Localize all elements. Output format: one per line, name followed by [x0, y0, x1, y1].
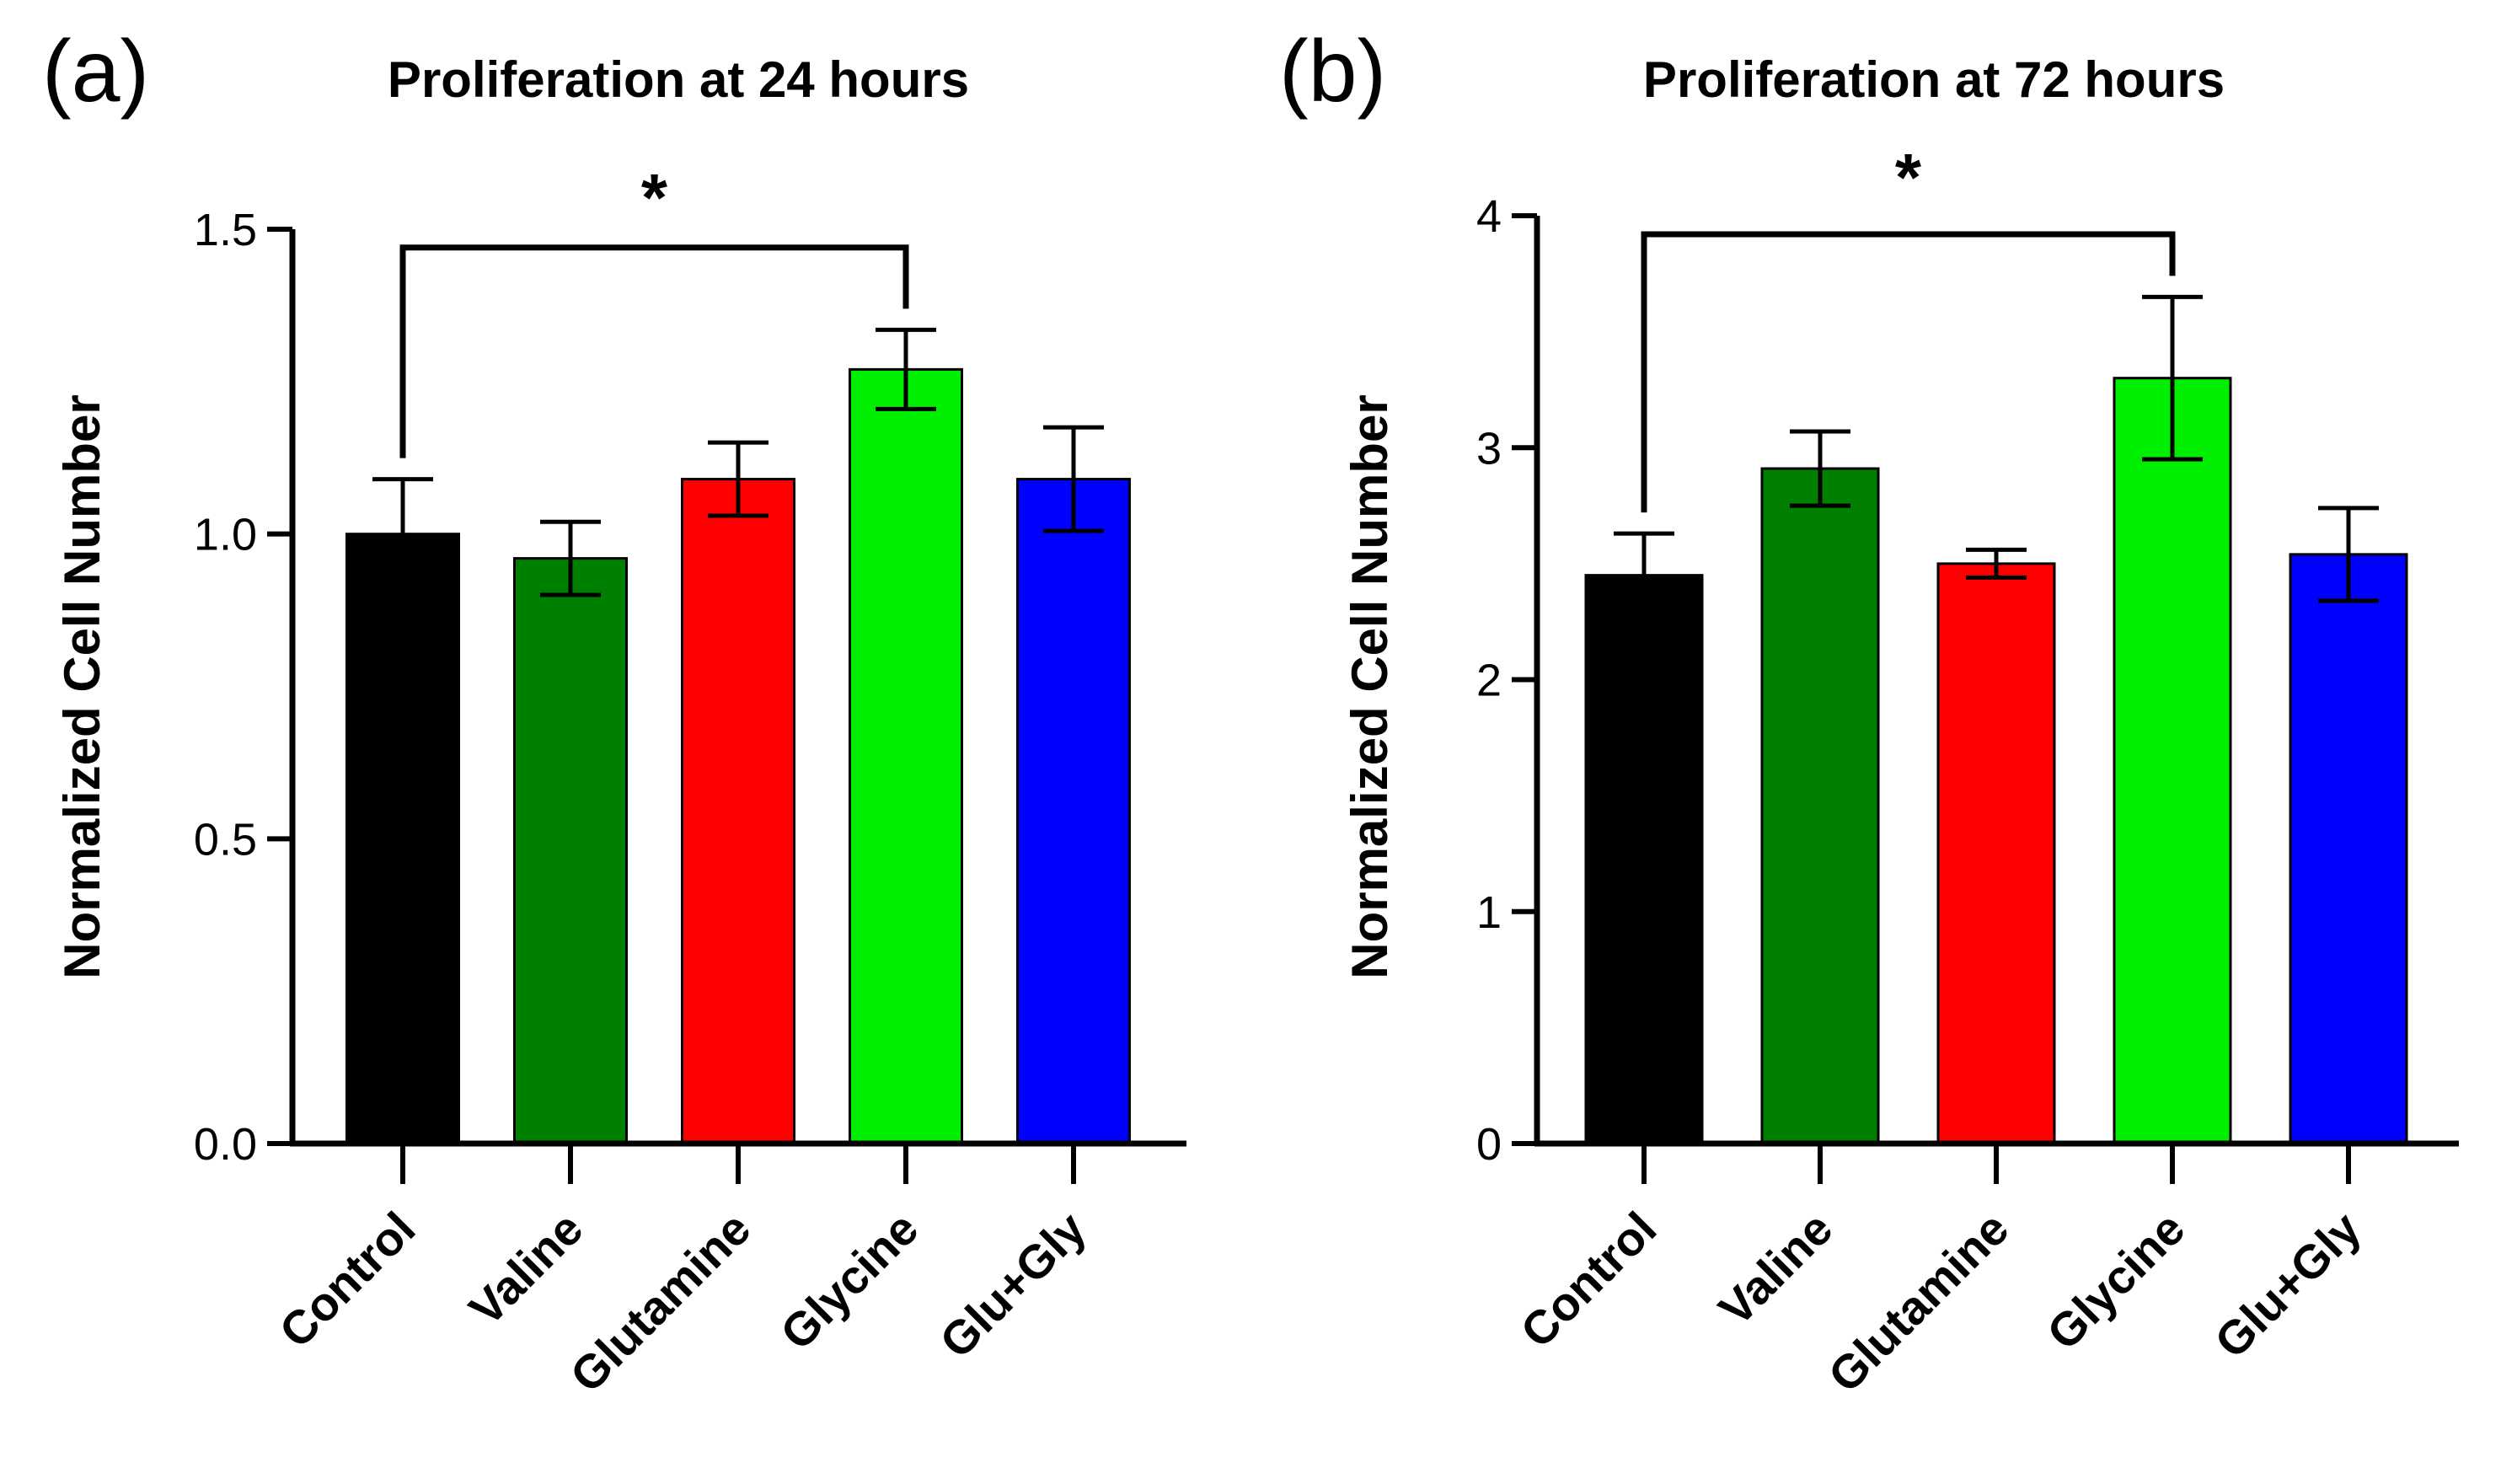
error-bar	[2318, 506, 2379, 603]
error-bar	[1043, 425, 1104, 533]
y-tick-label: 1.0	[194, 510, 257, 560]
x-tick-label: Glycine	[770, 1202, 929, 1360]
error-bar	[1614, 531, 1674, 619]
y-tick-label: 2	[1476, 656, 1502, 706]
y-tick-label: 1.5	[194, 205, 257, 255]
panel-letter: (a)	[42, 23, 149, 121]
x-tick-label: Valine	[1708, 1202, 1842, 1336]
bar-control	[345, 533, 460, 1145]
significance-star: *	[1895, 140, 1922, 215]
error-bar	[708, 440, 769, 518]
panel-letter: (b)	[1279, 23, 1386, 121]
bar-valine	[1760, 467, 1880, 1145]
chart-title: Proliferation at 72 hours	[1643, 51, 2225, 108]
x-tick-label: Glutamine	[560, 1202, 760, 1402]
significance-bracket	[1641, 231, 2176, 513]
bar-glycine	[849, 367, 963, 1145]
error-bar	[876, 327, 936, 411]
y-tick-label: 3	[1476, 423, 1502, 474]
bar-glutamine	[681, 478, 795, 1145]
bar-glycine	[2113, 377, 2232, 1145]
y-tick-label: 0.5	[194, 814, 257, 865]
panel-a: (a) Proliferation at 24 hours Normalized C…	[42, 23, 1186, 1402]
error-bar	[2142, 294, 2203, 462]
y-axis-label: Normalized Cell Number	[54, 394, 110, 979]
y-tick-label: 0.0	[194, 1119, 257, 1170]
x-tick-label: Glycine	[2037, 1202, 2195, 1360]
bar-control	[1584, 574, 1704, 1145]
x-tick-label: Glutamine	[1818, 1202, 2018, 1402]
x-tick-label: Glu+Gly	[2204, 1202, 2370, 1368]
x-tick-label: Valine	[458, 1202, 592, 1336]
error-bar	[372, 477, 433, 592]
error-bar	[540, 519, 601, 597]
significance-bracket	[399, 244, 909, 458]
x-tick-label: Glu+Gly	[929, 1202, 1095, 1368]
error-bar	[1790, 429, 1850, 508]
y-tick-label: 4	[1476, 191, 1502, 242]
x-tick-label: Control	[1510, 1202, 1666, 1358]
panel-b: (b) Proliferation at 72 hours Normalized C…	[1279, 23, 2459, 1402]
chart-title: Proliferation at 24 hours	[388, 51, 969, 108]
x-tick-label: Control	[269, 1202, 425, 1358]
bar-glutamine	[1936, 562, 2056, 1145]
bar-glu-gly	[2289, 553, 2408, 1145]
bar-valine	[513, 557, 628, 1145]
y-axis-label: Normalized Cell Number	[1342, 394, 1398, 979]
error-bar	[1966, 547, 2027, 580]
y-tick-label: 1	[1476, 887, 1502, 938]
bar-glu-gly	[1016, 478, 1131, 1145]
y-tick-label: 0	[1476, 1119, 1502, 1170]
significance-star: *	[641, 160, 668, 235]
